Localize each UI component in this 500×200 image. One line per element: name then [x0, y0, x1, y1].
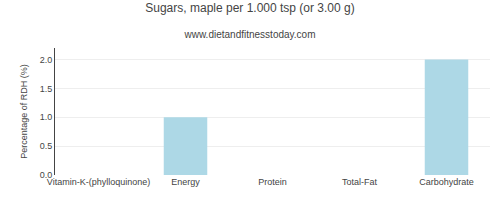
svg-text:Vitamin-K-(phylloquinone): Vitamin-K-(phylloquinone) — [47, 177, 150, 187]
svg-text:www.dietandfitnesstoday.com: www.dietandfitnesstoday.com — [184, 29, 316, 40]
svg-text:Energy: Energy — [171, 177, 200, 187]
svg-text:1.5: 1.5 — [40, 84, 53, 94]
svg-text:0.5: 0.5 — [40, 141, 53, 151]
svg-text:Total-Fat: Total-Fat — [342, 177, 378, 187]
svg-text:Carbohydrate: Carbohydrate — [419, 177, 474, 187]
svg-text:Percentage of RDH (%): Percentage of RDH (%) — [19, 64, 29, 159]
svg-text:0.0: 0.0 — [40, 170, 53, 180]
svg-text:1.0: 1.0 — [40, 112, 53, 122]
svg-text:2.0: 2.0 — [40, 55, 53, 65]
svg-text:Sugars, maple per 1.000 tsp (o: Sugars, maple per 1.000 tsp (or 3.00 g) — [145, 1, 354, 15]
svg-text:Protein: Protein — [258, 177, 287, 187]
